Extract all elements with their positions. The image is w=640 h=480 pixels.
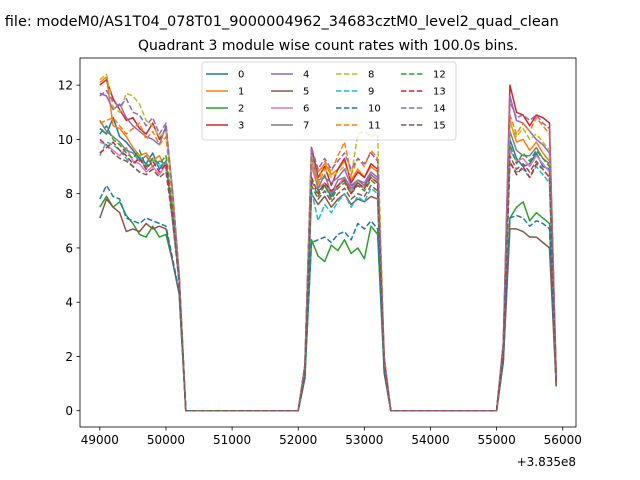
- legend-label-4: 4: [303, 70, 309, 81]
- y-tick-label: 2: [65, 350, 73, 364]
- legend-label-3: 3: [238, 121, 244, 132]
- x-tick-label: 54000: [411, 433, 449, 447]
- y-tick-label: 4: [65, 296, 73, 310]
- x-tick-label: 49000: [81, 433, 119, 447]
- legend-label-11: 11: [368, 121, 381, 132]
- series-line-15: [99, 138, 557, 412]
- series-line-10: [99, 184, 557, 412]
- legend-label-0: 0: [238, 70, 244, 81]
- series-line-5: [99, 192, 557, 412]
- chart-title: Quadrant 3 module wise count rates with …: [138, 38, 518, 54]
- legend-label-12: 12: [433, 70, 446, 81]
- legend-box: [201, 61, 457, 141]
- figure-suptitle: n file: modeM0/AS1T04_078T01_9000004962_…: [0, 14, 559, 30]
- x-tick-label: 53000: [345, 433, 383, 447]
- legend-label-13: 13: [433, 87, 446, 98]
- x-tick-label: 55000: [478, 433, 516, 447]
- series-line-2: [99, 195, 557, 412]
- legend-label-14: 14: [433, 104, 446, 115]
- y-tick-label: 10: [58, 133, 73, 147]
- legend-label-5: 5: [303, 87, 309, 98]
- series-line-9: [99, 141, 557, 412]
- legend-label-9: 9: [368, 87, 374, 98]
- legend-label-15: 15: [433, 121, 446, 132]
- axes-frame: [79, 57, 577, 428]
- x-axis: 49000 50000 51000 52000 53000 54000 55000 56000: [81, 427, 582, 447]
- y-axis: 0 2 4 6 8 10 12: [58, 79, 80, 418]
- legend-label-8: 8: [368, 70, 374, 81]
- y-tick-label: 8: [65, 187, 73, 201]
- y-tick-label: 0: [65, 404, 73, 418]
- x-tick-label: 50000: [147, 433, 185, 447]
- x-tick-label: 52000: [279, 433, 317, 447]
- series-line-14: [99, 89, 557, 412]
- y-tick-label: 6: [65, 241, 73, 255]
- series-line-11: [99, 114, 557, 412]
- x-offset-label: +3.835e8: [517, 455, 576, 469]
- legend-label-6: 6: [303, 104, 309, 115]
- x-tick-label: 56000: [544, 433, 582, 447]
- data-lines: [99, 73, 557, 412]
- legend-label-1: 1: [238, 87, 244, 98]
- y-tick-label: 12: [58, 79, 73, 93]
- legend-label-10: 10: [368, 104, 381, 115]
- x-tick-label: 51000: [213, 433, 251, 447]
- legend-label-7: 7: [303, 121, 309, 132]
- legend-label-2: 2: [238, 104, 244, 115]
